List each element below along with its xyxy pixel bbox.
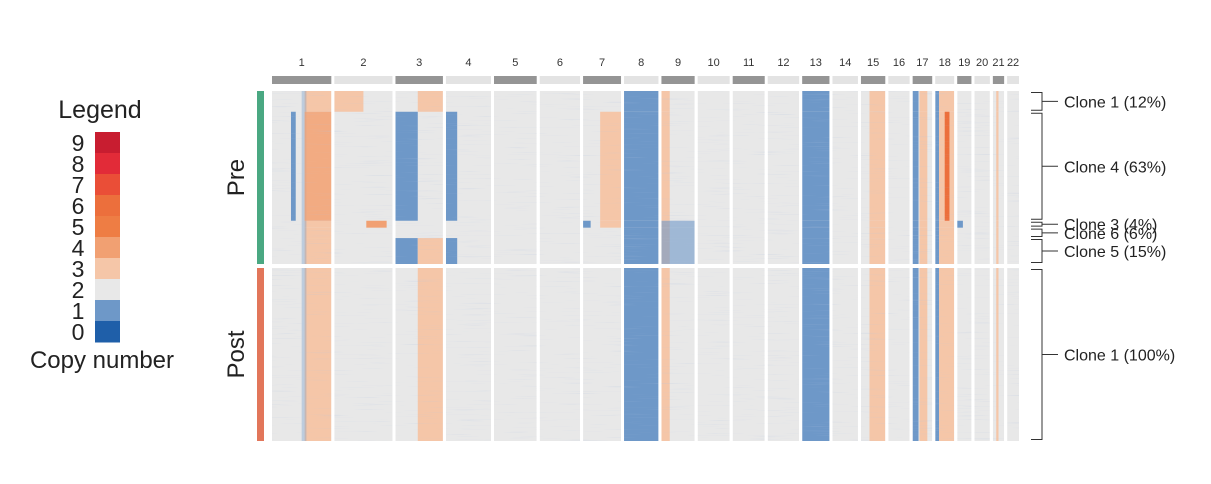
chromosome-label: 8 (638, 57, 644, 69)
chromosome-header-bar (624, 76, 659, 84)
chromosome-label: 12 (777, 57, 789, 69)
chromosome-label: 10 (708, 57, 720, 69)
chromosome-label: 6 (557, 57, 563, 69)
legend-swatch (95, 279, 120, 301)
chromosome-label: 13 (810, 57, 822, 69)
legend-swatch (95, 258, 120, 280)
chromosome-header-bar (935, 76, 955, 84)
chromosome-label: 5 (512, 57, 518, 69)
group-color-bar (257, 268, 264, 441)
legend-swatch (95, 174, 120, 196)
chromosome-header-bar (888, 76, 910, 84)
legend-swatch (95, 132, 120, 154)
chromosome-header-bar (583, 76, 622, 84)
chromosome-header-bar (334, 76, 393, 84)
chromosome-header-bar (860, 76, 886, 84)
legend-swatch (95, 321, 120, 343)
group-label: Pre (223, 159, 250, 196)
legend-swatch (95, 216, 120, 238)
chromosome-label: 7 (599, 57, 605, 69)
chromosome-label: 22 (1007, 57, 1019, 69)
heatmap-noise-texture (272, 268, 1019, 441)
legend-level-label: 3 (72, 256, 85, 282)
legend-level-label: 8 (72, 151, 85, 177)
legend-swatch (95, 300, 120, 322)
chromosome-header-bar (767, 76, 800, 84)
group-label: Post (223, 330, 250, 378)
chromosome-label: 17 (916, 57, 928, 69)
chromosome-header-bar (539, 76, 581, 84)
legend-swatch (95, 153, 120, 175)
heatmap-dividers (272, 91, 1019, 441)
group-labels: Pre Post (223, 159, 250, 379)
legend-level-label: 6 (72, 193, 85, 219)
legend-level-label: 4 (72, 235, 85, 261)
chromosome-header-bar (494, 76, 537, 84)
heatmap-noise (272, 91, 1019, 441)
chromosome-label: 3 (416, 57, 422, 69)
legend-level-label: 7 (72, 172, 85, 198)
group-divider (272, 264, 1019, 268)
chromosome-label: 21 (992, 57, 1004, 69)
chromosome-header-bar (1007, 76, 1019, 84)
chromosome-header-bar (661, 76, 695, 84)
clone-label: Clone 6 (6%) (1064, 226, 1157, 243)
chromosome-header-bar (974, 76, 990, 84)
legend-caption: Copy number (30, 347, 174, 374)
chromosome-header-bar (395, 76, 443, 84)
chromosome-label: 9 (675, 57, 681, 69)
legend-level-label: 9 (72, 130, 85, 156)
chromosome-header-bar (992, 76, 1005, 84)
chromosome-label: 15 (867, 57, 879, 69)
chromosome-header-bar (697, 76, 730, 84)
group-color-bar (257, 91, 264, 264)
legend-swatch (95, 237, 120, 259)
chromosome-label: 20 (976, 57, 988, 69)
chromosome-header-bar (272, 76, 332, 84)
clone-label: Clone 5 (15%) (1064, 244, 1166, 261)
chromosome-header-bars (272, 76, 1019, 84)
legend-level-label: 1 (72, 298, 85, 324)
chromosome-header-bar (445, 76, 492, 84)
legend-level-label: 5 (72, 214, 85, 240)
clone-bracket (1031, 221, 1058, 227)
clone-bracket (1031, 112, 1058, 220)
group-bars (257, 91, 264, 441)
chromosome-labels: 1 2 3 4 5 6 7 8 9 10 11 12 13 14 15 16 17 18 19 20 21 22 (299, 57, 1020, 69)
chromosome-header-bar (957, 76, 972, 84)
clone-bracket (1031, 228, 1058, 238)
legend-level-label: 0 (72, 319, 85, 345)
clone-bracket (1031, 239, 1058, 263)
chromosome-label: 16 (893, 57, 905, 69)
chromosome-header-bar (832, 76, 858, 84)
heatmap: 1 2 3 4 5 6 7 8 9 10 11 12 13 14 15 16 17 18 19 20 21 22 PreP… (223, 57, 1175, 441)
clone-bracket (1031, 269, 1058, 440)
legend-swatch (95, 195, 120, 217)
heatmap-noise-texture (272, 91, 1019, 264)
chromosome-label: 11 (743, 57, 754, 69)
chromosome-label: 1 (299, 57, 305, 69)
chromosome-label: 19 (958, 57, 970, 69)
clone-label: Clone 1 (100%) (1064, 348, 1175, 365)
clone-label: Clone 1 (12%) (1064, 94, 1166, 111)
clone-brackets: Clone 1 (12%)Clone 4 (63%)Clone 3 (4%)Cl… (1031, 92, 1175, 440)
chromosome-label: 18 (939, 57, 951, 69)
legend-level-label: 2 (72, 277, 85, 303)
clone-bracket (1031, 92, 1058, 111)
legend-title: Legend (58, 96, 141, 124)
chromosome-header-bar (802, 76, 830, 84)
chromosome-label: 14 (839, 57, 851, 69)
chromosome-label: 4 (465, 57, 471, 69)
chromosome-header-bar (912, 76, 933, 84)
legend-swatches (95, 132, 120, 343)
clone-label: Clone 4 (63%) (1064, 159, 1166, 176)
chromosome-header-bar (732, 76, 765, 84)
chromosome-label: 2 (360, 57, 366, 69)
clone-label: Clone 3 (4%) (1064, 217, 1157, 234)
